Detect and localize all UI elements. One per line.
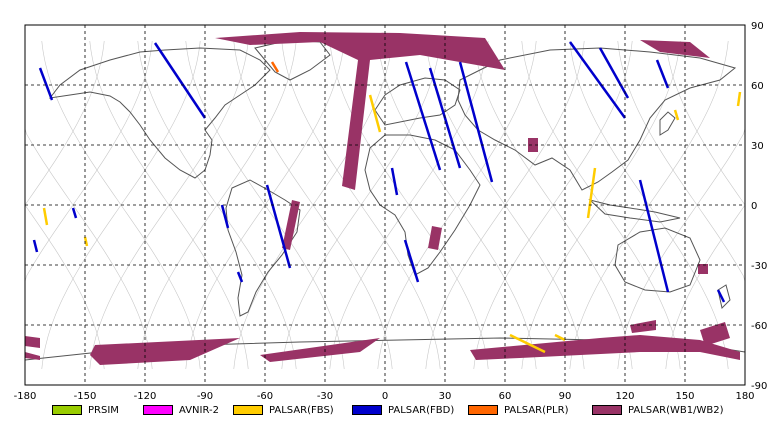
x-tick-label: -30 <box>317 391 333 400</box>
legend-item: PALSAR(FBD) <box>352 403 454 417</box>
legend-item: PALSAR(WB1/WB2) <box>592 403 724 417</box>
x-tick-label: 0 <box>382 391 388 400</box>
swath-line <box>568 41 627 119</box>
legend-label: AVNIR-2 <box>179 404 219 416</box>
swath-line <box>220 204 230 229</box>
wb-swath <box>25 336 40 348</box>
y-tick-label: -60 <box>751 321 767 332</box>
x-tick-label: 180 <box>735 391 754 400</box>
legend-item: AVNIR-2 <box>143 403 219 417</box>
japan-coast <box>659 111 676 136</box>
legend-label: PALSAR(PLR) <box>504 404 569 416</box>
legend-label: PRSIM <box>88 404 119 416</box>
legend-swatch <box>143 405 173 415</box>
x-tick-label: 30 <box>439 391 452 400</box>
x-tick-label: -180 <box>14 391 37 400</box>
legend-swatch <box>592 405 622 415</box>
swath-line <box>71 207 78 219</box>
swath-line <box>32 239 39 253</box>
legend-label: PALSAR(FBS) <box>269 404 334 416</box>
swath-line <box>736 91 742 107</box>
wb-swath <box>640 40 710 58</box>
swath-line <box>554 333 566 342</box>
swath-line <box>42 207 49 226</box>
legend-swatch <box>352 405 382 415</box>
swath-line <box>270 61 280 73</box>
wb-swath <box>630 320 656 333</box>
swath-line <box>236 271 244 283</box>
wb-swath <box>428 226 442 250</box>
swath-line <box>655 59 670 89</box>
swath-line <box>83 236 89 247</box>
swath-line <box>38 67 54 101</box>
swath-line <box>458 61 494 183</box>
swath-line <box>265 184 292 269</box>
swath-line <box>153 42 207 119</box>
wb-swath <box>260 338 380 362</box>
legend: PRSIM AVNIR-2 PALSAR(FBS) PALSAR(FBD) PALSAR… <box>0 400 770 420</box>
swath-line <box>673 109 680 121</box>
swath-line <box>586 167 597 219</box>
graticule-grid <box>25 25 745 385</box>
x-tick-label: -60 <box>257 391 273 400</box>
new-zealand-coast <box>717 284 731 309</box>
y-tick-label: 30 <box>751 141 764 152</box>
wb-swath <box>215 32 505 190</box>
x-tick-label: 120 <box>615 391 634 400</box>
swath-line <box>368 94 382 133</box>
y-tick-label: -90 <box>751 381 767 392</box>
x-tick-label: 90 <box>559 391 572 400</box>
coverage-map: -180 -150 -120 -90 -60 -30 0 30 60 90 120 150 180 90… <box>14 21 768 400</box>
indonesia-coast <box>588 199 681 223</box>
wb-swath <box>282 200 300 250</box>
wb-swath <box>528 138 538 152</box>
latitude-ticks: 90 60 30 0 -30 -60 -90 <box>751 21 767 392</box>
europe-coast <box>374 77 461 126</box>
wb-swath <box>700 322 730 346</box>
legend-swatch <box>468 405 498 415</box>
legend-item: PALSAR(FBS) <box>233 403 334 417</box>
y-tick-label: 0 <box>751 201 757 212</box>
australia-coast <box>614 227 701 293</box>
wb-swath <box>90 338 240 365</box>
x-tick-label: 150 <box>675 391 694 400</box>
asia-coast <box>457 47 737 191</box>
swath-line <box>598 47 630 99</box>
swath-line <box>716 289 726 303</box>
map-frame <box>24 24 746 386</box>
x-tick-label: 60 <box>499 391 512 400</box>
wb-swath <box>25 352 40 360</box>
south-america-coast <box>225 179 301 317</box>
legend-item: PALSAR(PLR) <box>468 403 568 417</box>
longitude-ticks: -180 -150 -120 -90 -60 -30 0 30 60 90 120 150 180 <box>14 391 755 400</box>
swath-line <box>404 61 442 171</box>
swath-line <box>403 239 420 283</box>
coverage-swaths <box>25 32 742 365</box>
swath-line <box>509 333 546 354</box>
y-tick-label: 60 <box>751 81 764 92</box>
legend-label: PALSAR(FBD) <box>388 404 455 416</box>
wb-swath <box>470 335 740 360</box>
north-america-coast <box>48 47 271 179</box>
wb-swath <box>698 264 708 274</box>
x-tick-label: -90 <box>197 391 213 400</box>
legend-swatch <box>52 405 82 415</box>
legend-label: PALSAR(WB1/WB2) <box>628 404 724 416</box>
x-tick-label: -150 <box>74 391 97 400</box>
y-tick-label: 90 <box>751 21 764 32</box>
legend-swatch <box>233 405 263 415</box>
legend-item: PRSIM <box>52 403 119 417</box>
y-tick-label: -30 <box>751 261 767 272</box>
x-tick-label: -120 <box>134 391 157 400</box>
swath-line <box>638 179 670 293</box>
swath-line <box>390 167 399 196</box>
